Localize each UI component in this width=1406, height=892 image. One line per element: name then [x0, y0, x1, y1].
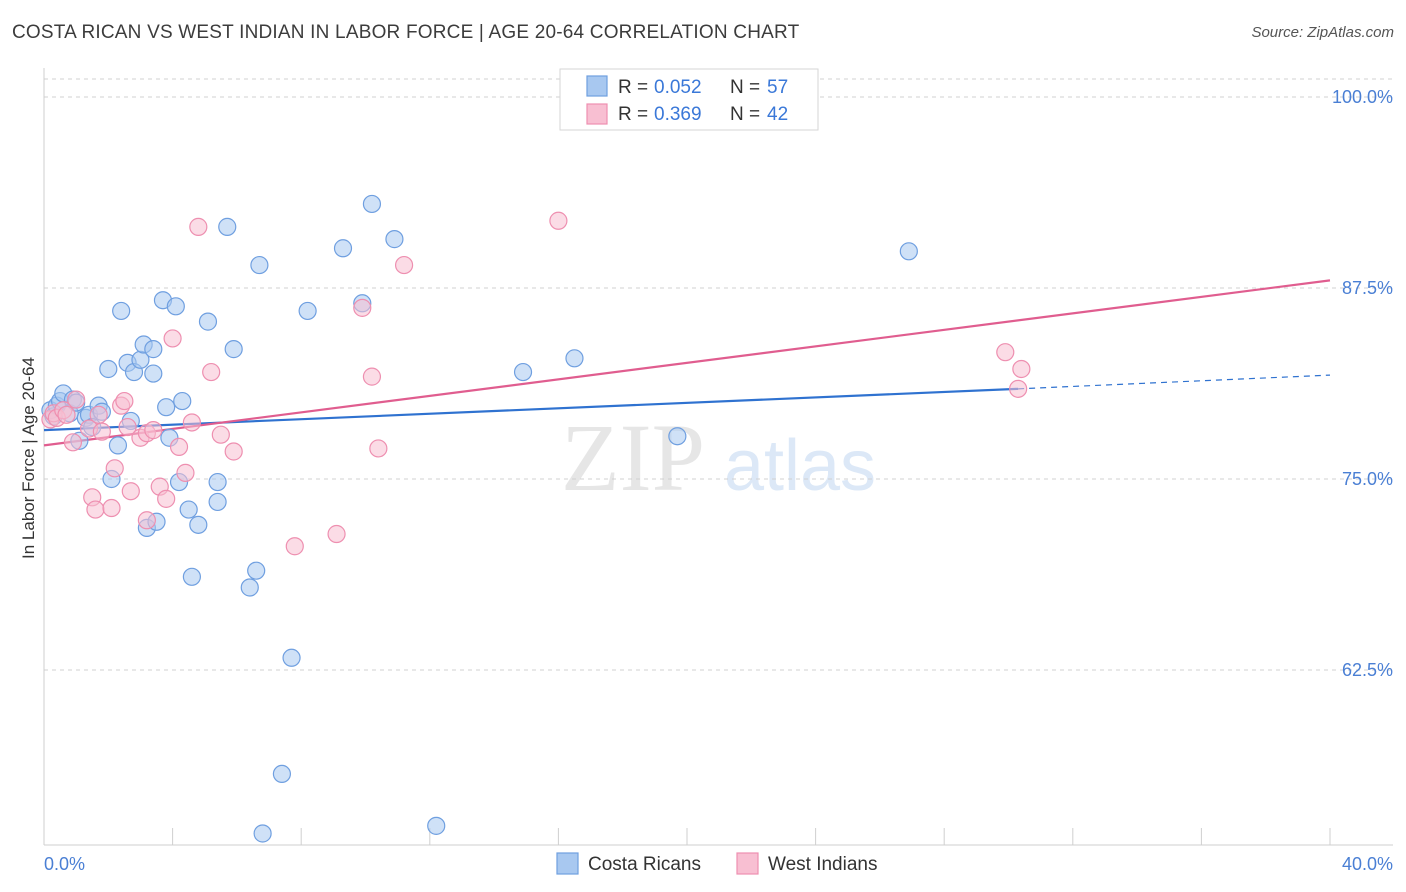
west-indian-point: [86, 500, 105, 519]
west-indian-point: [182, 413, 201, 432]
bottom-legend-west-indians: West Indians: [768, 854, 877, 875]
bottom-legend-costa-ricans: Costa Ricans: [588, 854, 701, 875]
west-indian-point: [169, 437, 189, 457]
chart-title: COSTA RICAN VS WEST INDIAN IN LABOR FORC…: [12, 22, 800, 43]
west-indian-point: [115, 391, 134, 411]
legend: R = 0.052 N = 57 R = 0.369 N = 42: [559, 68, 819, 131]
legend-swatch-pink: [586, 103, 608, 125]
points-layer: [41, 194, 1031, 843]
trend-layer: [43, 279, 1331, 447]
y-tick-label: 100.0%: [1332, 87, 1393, 107]
watermark-atlas: atlas: [724, 426, 876, 506]
costa-rican-point: [282, 648, 301, 667]
west-indian-point: [118, 417, 137, 437]
costa-rican-point: [513, 362, 533, 382]
y-tick-label: 62.5%: [1342, 660, 1393, 680]
bottom-legend-swatch-blue: [556, 852, 579, 875]
west-indian-point: [1012, 359, 1031, 379]
costa-rican-point: [899, 242, 918, 261]
west-indian-point: [549, 211, 568, 230]
legend-r-label-2: R =: [618, 104, 648, 125]
chart-source: Source: ZipAtlas.com: [1251, 24, 1394, 41]
legend-n-value-1: 57: [767, 77, 788, 98]
legend-swatch-blue: [586, 75, 608, 97]
west-indian-point: [157, 489, 176, 508]
costa-rican-point: [173, 391, 192, 411]
y-tick-label: 75.0%: [1342, 469, 1393, 489]
x-tick-label-max: 40.0%: [1342, 854, 1393, 874]
west-indian-point: [394, 255, 414, 275]
west-indian-point: [67, 390, 86, 409]
west-indian-point: [105, 459, 124, 478]
west-indian-point: [353, 298, 372, 317]
west-indian-point: [189, 217, 208, 236]
costa-rican-point: [166, 297, 185, 316]
costa-rican-point: [144, 364, 163, 383]
west-indian-point: [285, 537, 304, 556]
west-indian-point: [327, 524, 346, 544]
costa-rican-point: [668, 427, 687, 446]
west-indian-point: [1009, 379, 1028, 398]
costa-rican-point: [108, 436, 128, 455]
costa-rican-point: [240, 578, 259, 597]
west-indian-point: [202, 362, 221, 382]
costa-rican-point: [224, 340, 243, 359]
west-indian-point: [362, 367, 382, 386]
costa-rican-trend-extension: [1018, 374, 1331, 390]
costa-rican-point: [385, 230, 404, 249]
west-indian-point: [57, 405, 76, 424]
legend-n-label-1: N =: [730, 77, 760, 98]
west-indian-point: [121, 482, 140, 501]
costa-rican-point: [112, 301, 131, 321]
west-indian-point: [369, 439, 388, 458]
axis-layer: 62.5% 75.0% 87.5% 100.0%: [43, 68, 1393, 846]
west-indian-point: [92, 422, 111, 441]
legend-r-value-2: 0.369: [654, 104, 702, 125]
costa-rican-point: [298, 301, 317, 321]
legend-n-value-2: 42: [767, 104, 788, 125]
west-indian-point: [63, 433, 83, 452]
costa-rican-point: [333, 239, 353, 258]
costa-rican-trend-line: [43, 387, 1019, 432]
costa-rican-point: [218, 217, 237, 236]
costa-rican-point: [250, 255, 269, 275]
west-indian-point: [144, 421, 163, 440]
costa-rican-point: [189, 515, 208, 534]
costa-rican-point: [179, 500, 198, 519]
y-tick-label: 87.5%: [1342, 278, 1393, 298]
legend-r-value-1: 0.052: [654, 77, 702, 98]
costa-rican-point: [182, 567, 201, 586]
legend-n-label-2: N =: [730, 104, 760, 125]
west-indian-point: [137, 511, 156, 530]
west-indian-point: [102, 498, 121, 518]
costa-rican-point: [253, 824, 272, 843]
bottom-legend: Costa Ricans West Indians: [556, 852, 877, 875]
west-indian-trend-line: [43, 279, 1331, 447]
legend-r-label-1: R =: [618, 77, 648, 98]
costa-rican-point: [272, 764, 292, 784]
west-indian-point: [996, 343, 1015, 362]
bottom-legend-swatch-pink: [736, 852, 759, 875]
costa-rican-point: [144, 340, 163, 359]
costa-rican-point: [427, 816, 446, 835]
west-indian-point: [163, 329, 182, 348]
west-indian-point: [211, 425, 230, 444]
costa-rican-point: [565, 349, 584, 368]
y-axis-label: In Labor Force | Age 20-64: [19, 357, 38, 559]
west-indian-point: [176, 463, 195, 482]
costa-rican-point: [99, 359, 118, 379]
costa-rican-point: [362, 194, 382, 214]
x-tick-label-min: 0.0%: [44, 854, 85, 874]
west-indian-point: [89, 405, 108, 424]
costa-rican-point: [208, 472, 227, 492]
costa-rican-point: [247, 561, 266, 580]
costa-rican-point: [208, 492, 227, 512]
west-indian-point: [224, 442, 243, 461]
costa-rican-point: [198, 312, 218, 331]
costa-rican-point: [157, 398, 176, 417]
watermark-zip: ZIP: [561, 404, 705, 511]
